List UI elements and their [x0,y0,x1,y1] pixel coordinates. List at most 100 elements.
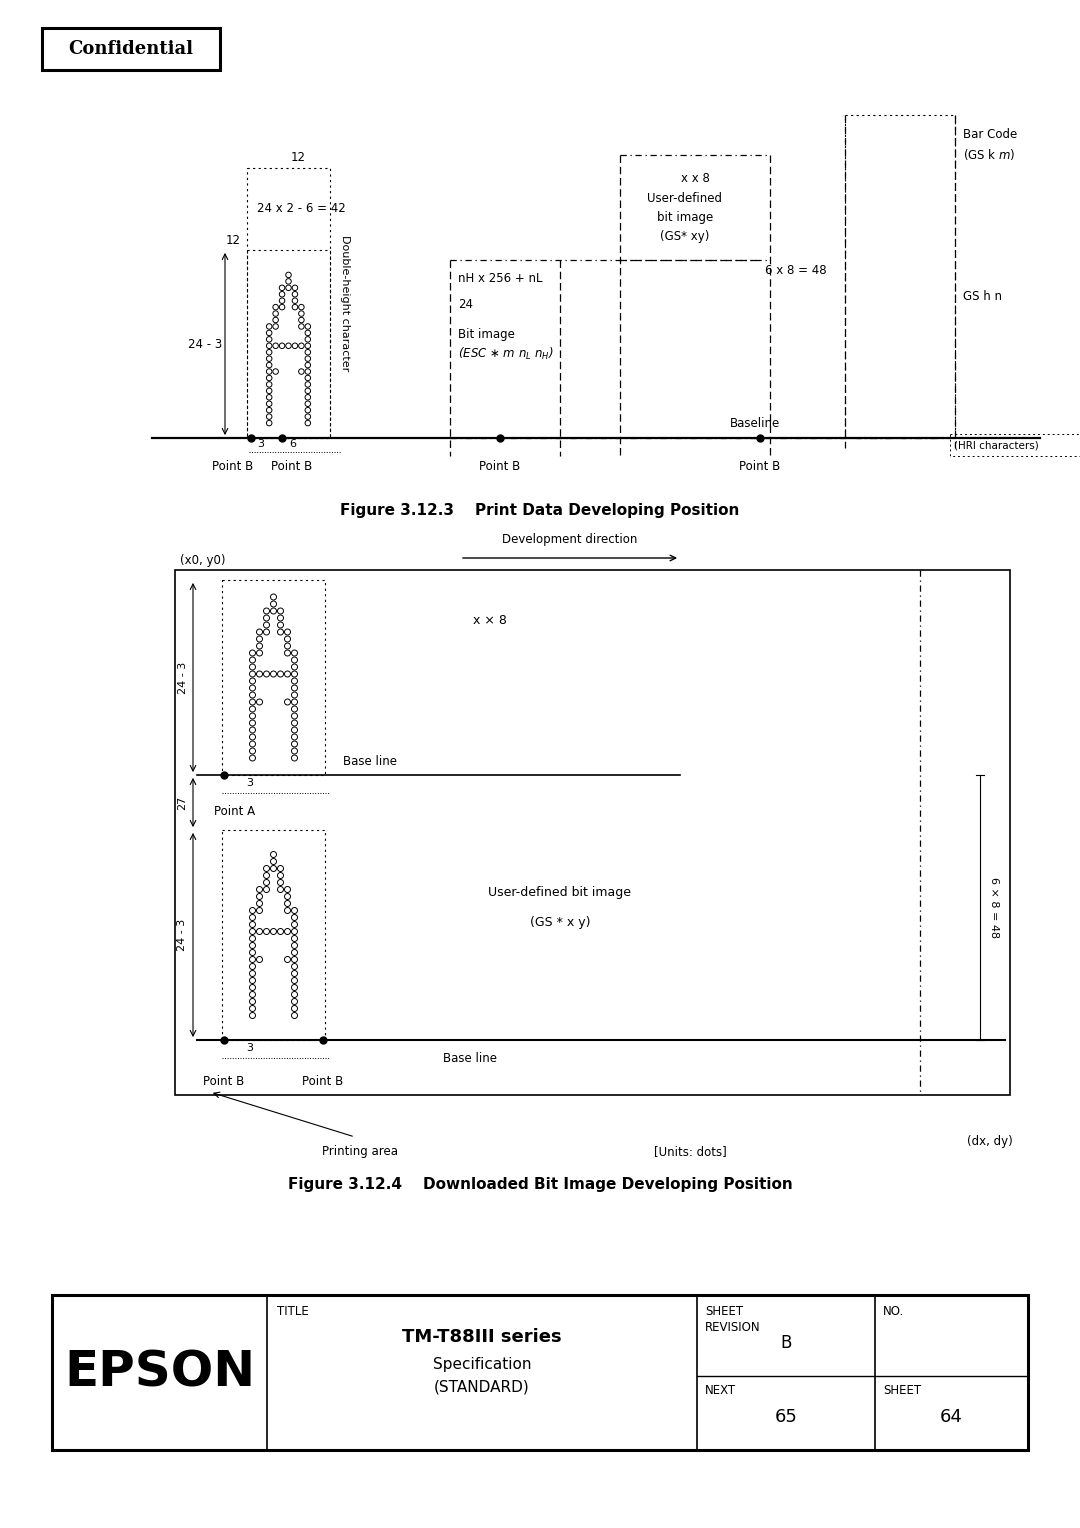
Circle shape [249,943,256,949]
Circle shape [249,908,256,914]
Circle shape [305,382,311,387]
Circle shape [267,382,272,387]
Text: REVISION: REVISION [705,1322,760,1334]
Circle shape [292,706,297,712]
Circle shape [257,908,262,914]
Text: (GS * x y): (GS * x y) [530,915,591,929]
Circle shape [249,755,256,761]
Circle shape [286,286,292,290]
Circle shape [249,698,256,704]
Circle shape [305,356,311,362]
Circle shape [278,880,283,886]
Text: 27: 27 [177,796,187,810]
Circle shape [292,908,297,914]
Circle shape [292,665,297,669]
Circle shape [284,894,291,900]
Text: Point B: Point B [302,1076,343,1088]
Circle shape [284,929,291,935]
Circle shape [280,286,285,290]
Circle shape [292,692,297,698]
Circle shape [305,414,311,419]
Circle shape [267,400,272,406]
Circle shape [305,408,311,413]
Circle shape [249,749,256,753]
Circle shape [264,880,270,886]
Circle shape [292,678,297,685]
Circle shape [270,859,276,865]
Text: 24 - 3: 24 - 3 [177,918,187,950]
Circle shape [264,614,270,620]
Circle shape [264,622,270,628]
Circle shape [298,304,305,310]
Circle shape [280,292,285,296]
Circle shape [292,720,297,726]
Circle shape [305,330,311,336]
Circle shape [292,755,297,761]
Circle shape [292,649,297,656]
Circle shape [249,949,256,955]
Text: Point B: Point B [740,460,781,474]
Circle shape [284,643,291,649]
Circle shape [267,356,272,362]
Circle shape [257,957,262,963]
Circle shape [292,957,297,963]
Circle shape [257,630,262,636]
Circle shape [278,865,283,871]
Text: 3: 3 [257,439,265,449]
Circle shape [267,368,272,374]
Circle shape [273,304,279,310]
Text: Bar Code
(GS k $m$): Bar Code (GS k $m$) [963,128,1017,162]
Circle shape [292,998,297,1004]
Circle shape [284,957,291,963]
Circle shape [273,318,279,322]
Circle shape [249,978,256,984]
Circle shape [292,698,297,704]
Circle shape [273,342,279,348]
Circle shape [292,714,297,720]
Circle shape [267,330,272,336]
Circle shape [264,671,270,677]
Circle shape [284,908,291,914]
Circle shape [278,929,283,935]
Circle shape [278,872,283,879]
Text: Specification: Specification [433,1357,531,1372]
Text: 12: 12 [226,234,241,248]
Circle shape [249,706,256,712]
Bar [42,28,220,70]
Text: Point A: Point A [215,805,256,817]
Circle shape [257,886,262,892]
Circle shape [292,733,297,740]
Circle shape [249,733,256,740]
Circle shape [298,342,305,348]
Circle shape [249,984,256,990]
Circle shape [298,324,305,329]
Circle shape [305,376,311,380]
Text: Figure 3.12.3    Print Data Developing Position: Figure 3.12.3 Print Data Developing Posi… [340,503,740,518]
Circle shape [292,741,297,747]
Circle shape [267,362,272,368]
Text: (dx, dy): (dx, dy) [967,1135,1013,1148]
Text: 6 × 8 = 48: 6 × 8 = 48 [989,877,999,938]
Circle shape [249,714,256,720]
Circle shape [293,292,298,296]
Text: 24 - 3: 24 - 3 [178,662,188,694]
Circle shape [292,685,297,691]
Circle shape [292,921,297,927]
Text: User-defined bit image: User-defined bit image [488,886,632,898]
Circle shape [267,376,272,380]
Circle shape [249,935,256,941]
Circle shape [249,1005,256,1012]
Circle shape [249,998,256,1004]
Circle shape [284,886,291,892]
Circle shape [298,310,305,316]
Text: Double-height character: Double-height character [340,235,350,371]
Circle shape [286,342,292,348]
Circle shape [270,601,276,607]
Circle shape [249,657,256,663]
Circle shape [284,698,291,704]
Text: 3: 3 [246,1044,254,1053]
Text: Point B: Point B [271,460,312,474]
Circle shape [278,671,283,677]
Text: 24: 24 [458,298,473,312]
Text: Point B: Point B [213,460,254,474]
